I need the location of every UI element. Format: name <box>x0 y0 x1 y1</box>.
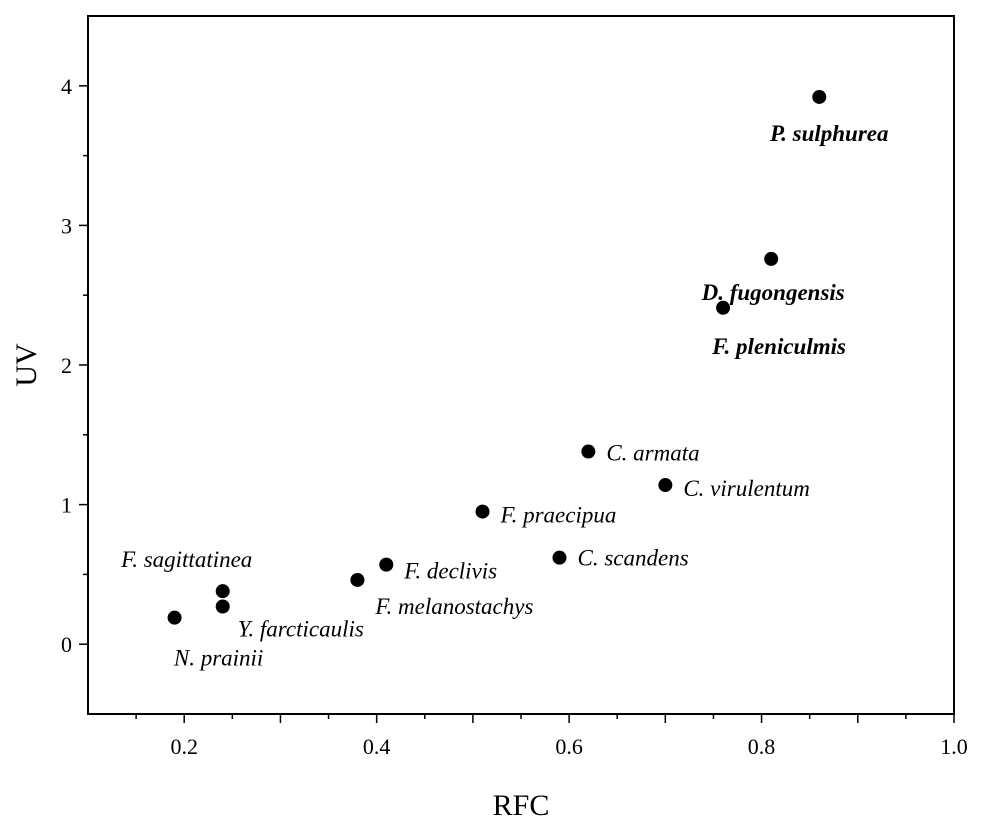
point-label: F. praecipua <box>500 503 617 528</box>
data-point <box>215 599 230 614</box>
data-point <box>350 572 365 587</box>
y-tick-label: 1 <box>61 493 72 518</box>
data-point <box>552 550 567 565</box>
x-tick-label: 0.2 <box>170 734 198 759</box>
point-label: Y. farcticaulis <box>238 617 364 642</box>
y-axis-title: UV <box>10 343 43 387</box>
x-tick-label: 0.6 <box>555 734 583 759</box>
data-point <box>167 610 182 625</box>
x-axis-title: RFC <box>493 789 550 822</box>
point-label: D. fugongensis <box>701 280 845 305</box>
point-label: F. declivis <box>403 559 497 584</box>
point-label: C. virulentum <box>683 476 810 501</box>
y-tick-label: 3 <box>61 213 72 238</box>
point-label: F. pleniculmis <box>711 334 846 359</box>
y-tick-label: 4 <box>61 74 72 99</box>
data-point <box>581 444 596 459</box>
data-point <box>716 300 731 315</box>
x-tick-label: 0.4 <box>363 734 391 759</box>
point-label: C. armata <box>606 441 699 466</box>
y-tick-label: 0 <box>61 632 72 657</box>
point-label: C. scandens <box>577 546 688 571</box>
data-point <box>475 504 490 519</box>
point-label: F. melanostachys <box>374 594 533 619</box>
data-points: P. sulphurea D. fugongensis F. pleniculmis… <box>120 89 889 671</box>
x-tick-label: 0.8 <box>748 734 776 759</box>
point-label: P. sulphurea <box>769 121 888 146</box>
data-point <box>764 251 779 266</box>
data-point <box>215 584 230 599</box>
data-point <box>379 557 394 572</box>
point-label: F. sagittatinea <box>120 547 252 572</box>
data-point <box>812 89 827 104</box>
y-axis: 0 1 2 3 4 <box>61 74 88 657</box>
data-point <box>658 478 673 493</box>
y-tick-label: 2 <box>61 353 72 378</box>
x-axis: 0.2 0.4 0.6 0.8 1.0 <box>135 714 968 759</box>
x-tick-label: 1.0 <box>940 734 968 759</box>
point-label: N. prainii <box>173 646 263 671</box>
